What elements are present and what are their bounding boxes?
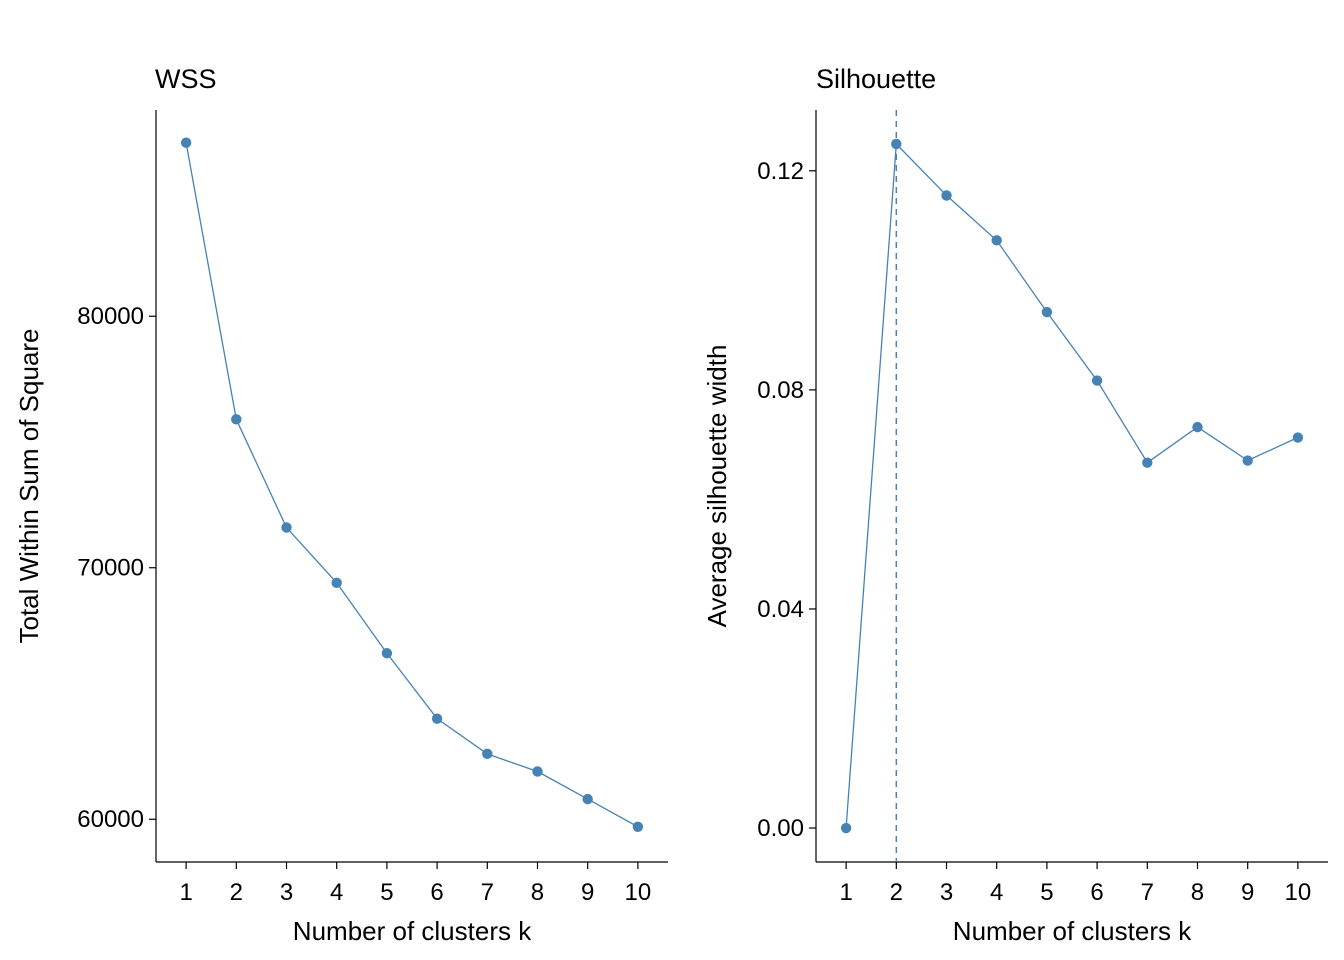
sil-y-tick-label: 0.04 xyxy=(757,596,804,623)
wss-x-tick-label: 3 xyxy=(280,879,293,906)
wss-title: WSS xyxy=(155,64,217,94)
sil-x-tick-label: 7 xyxy=(1141,879,1154,906)
wss-x-axis-title: Number of clusters k xyxy=(293,916,532,946)
wss-data-point xyxy=(582,793,593,805)
wss-x-tick-label: 9 xyxy=(581,879,594,906)
sil-data-point xyxy=(941,190,952,201)
silhouette-title: Silhouette xyxy=(816,64,936,94)
sil-data-point xyxy=(1142,457,1153,468)
wss-line-path xyxy=(185,142,639,828)
wss-panel: WSS 60000 70000 80000 1 2 3 4 5 6 7 8 9 10 Number of… xyxy=(14,64,668,946)
sil-y-tick-label: 0.08 xyxy=(757,377,804,404)
silhouette-x-axis-title: Number of clusters k xyxy=(953,916,1192,946)
wss-y-axis-title: Total Within Sum of Square xyxy=(14,328,44,643)
wss-x-tick-label: 10 xyxy=(625,879,652,906)
wss-data-point xyxy=(632,821,644,832)
wss-x-tick-label: 5 xyxy=(380,879,393,906)
wss-x-tick-label: 8 xyxy=(531,879,544,906)
silhouette-series-line xyxy=(845,142,1299,829)
wss-data-point xyxy=(482,748,493,760)
sil-x-tick-label: 5 xyxy=(1040,879,1053,906)
silhouette-axes: 0.00 0.04 0.08 0.12 1 2 3 4 5 6 7 8 9 10 xyxy=(757,110,1328,906)
sil-x-tick-label: 6 xyxy=(1090,879,1103,906)
silhouette-panel: Silhouette 0.00 0.04 0.08 0.12 1 2 3 4 5 6 7 8 9 10 N… xyxy=(702,64,1328,946)
sil-data-point xyxy=(1242,455,1253,466)
wss-data-point xyxy=(331,577,342,589)
wss-data-point xyxy=(532,766,543,777)
wss-data-point xyxy=(231,414,242,425)
sil-y-tick-label: 0.00 xyxy=(757,815,804,842)
sil-x-tick-label: 4 xyxy=(990,879,1003,906)
sil-x-tick-label: 10 xyxy=(1285,879,1312,906)
sil-data-point xyxy=(1091,375,1103,386)
wss-y-tick-label: 60000 xyxy=(77,806,144,833)
sil-x-tick-label: 3 xyxy=(940,879,953,906)
sil-line-path xyxy=(845,142,1299,829)
silhouette-series-points xyxy=(840,138,1304,834)
wss-y-tick-label: 80000 xyxy=(77,303,144,330)
sil-x-tick-label: 9 xyxy=(1241,879,1254,906)
sil-x-tick-label: 1 xyxy=(839,879,852,906)
wss-data-point xyxy=(381,648,393,659)
sil-data-point xyxy=(1041,306,1053,318)
wss-x-tick-label: 4 xyxy=(330,879,343,906)
wss-axes: 60000 70000 80000 1 2 3 4 5 6 7 8 9 10 xyxy=(77,110,668,906)
silhouette-y-axis-title: Average silhouette width xyxy=(702,345,732,628)
wss-data-point xyxy=(180,137,192,148)
wss-series-line xyxy=(185,142,639,828)
sil-x-tick-label: 8 xyxy=(1191,879,1204,906)
wss-x-tick-label: 7 xyxy=(481,879,494,906)
wss-x-tick-label: 1 xyxy=(179,879,192,906)
wss-data-point xyxy=(431,713,443,724)
sil-data-point xyxy=(840,822,852,834)
wss-x-tick-label: 6 xyxy=(430,879,443,906)
sil-x-tick-label: 2 xyxy=(890,879,903,906)
sil-data-point xyxy=(991,235,1002,246)
wss-series-points xyxy=(180,137,644,832)
wss-data-point xyxy=(281,522,292,533)
sil-data-point xyxy=(1192,421,1203,433)
wss-y-tick-label: 70000 xyxy=(77,555,144,582)
sil-data-point xyxy=(1292,432,1304,443)
wss-x-tick-label: 2 xyxy=(230,879,243,906)
sil-y-tick-label: 0.12 xyxy=(757,158,804,185)
sil-data-point xyxy=(891,138,902,150)
